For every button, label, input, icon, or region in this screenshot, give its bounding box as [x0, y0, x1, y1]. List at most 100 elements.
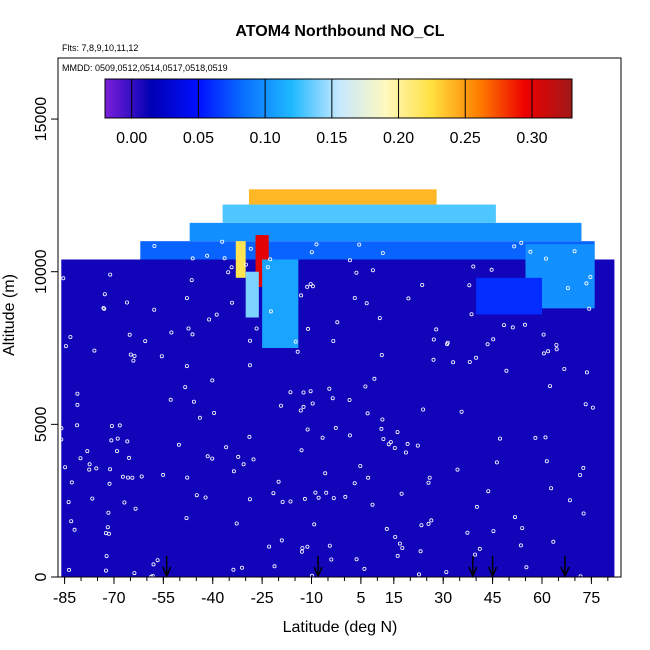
sample-point — [78, 456, 83, 461]
sample-point — [184, 516, 189, 521]
x-tick-label: -55 — [152, 590, 175, 607]
sample-point — [427, 475, 432, 480]
sample-point — [184, 364, 189, 369]
sample-point — [239, 565, 244, 570]
sample-point — [544, 256, 549, 261]
sample-point — [578, 574, 583, 579]
sample-point — [581, 511, 586, 516]
colorbar-tick-label: 0.25 — [450, 130, 481, 147]
sample-point — [320, 435, 325, 440]
x-tick-label: 30 — [434, 590, 452, 607]
sample-point — [185, 475, 190, 480]
sample-point — [544, 459, 549, 464]
sample-point — [415, 443, 420, 448]
x-tick-label: -70 — [102, 590, 125, 607]
sample-point — [279, 538, 284, 543]
sample-point — [485, 342, 490, 347]
heatmap-region-2 — [189, 222, 582, 242]
y-tick-label: 10000 — [33, 249, 50, 294]
x-tick-label: -25 — [251, 590, 274, 607]
sample-point — [305, 284, 310, 289]
sample-point — [444, 570, 449, 575]
sample-point — [388, 440, 393, 445]
sample-point — [455, 467, 460, 472]
y-axis-label: Altitude (m) — [1, 274, 18, 356]
sample-point — [474, 504, 479, 509]
heatmap-region-1 — [140, 241, 595, 260]
x-tick-label: -10 — [300, 590, 323, 607]
sample-point — [310, 401, 315, 406]
sample-point — [419, 523, 424, 528]
sample-point — [400, 546, 405, 551]
sample-point — [399, 491, 404, 496]
sample-point — [354, 557, 359, 562]
sample-point — [75, 423, 80, 428]
sample-point — [549, 486, 554, 491]
sample-point — [278, 403, 283, 408]
sample-point — [61, 276, 66, 281]
sample-point — [403, 450, 408, 455]
sample-point — [108, 467, 113, 472]
sample-point — [562, 366, 567, 371]
sample-point — [305, 326, 310, 331]
sample-point — [222, 256, 227, 261]
flight-marker-arrow — [161, 556, 172, 578]
sample-point — [588, 274, 593, 279]
sample-point — [431, 337, 436, 342]
sample-point — [186, 326, 191, 331]
sample-point — [578, 472, 583, 477]
sample-point — [189, 278, 194, 283]
sample-point — [333, 425, 338, 430]
sample-point — [69, 519, 74, 524]
sample-point — [343, 494, 348, 499]
sample-point — [365, 411, 370, 416]
x-tick-label: 60 — [533, 590, 551, 607]
sample-point — [224, 445, 229, 450]
sample-point — [243, 262, 248, 267]
sample-point — [214, 312, 219, 317]
sample-point — [305, 544, 310, 549]
sample-point — [59, 426, 64, 431]
sample-point — [416, 572, 421, 577]
sample-point — [299, 448, 304, 453]
sample-point — [541, 332, 546, 337]
sample-point — [331, 496, 336, 501]
sample-point — [63, 465, 68, 470]
sample-point — [347, 397, 352, 402]
sample-point — [310, 284, 315, 289]
heatmap-region-4 — [248, 189, 437, 205]
sample-point — [194, 493, 199, 498]
sample-point — [370, 268, 375, 273]
sample-point — [229, 265, 234, 270]
sample-point — [486, 489, 491, 494]
sample-point — [105, 525, 110, 530]
sample-point — [581, 465, 586, 470]
sample-point — [220, 239, 225, 244]
sample-point — [103, 531, 108, 536]
sample-point — [397, 541, 402, 546]
sample-point — [331, 338, 336, 343]
sample-point — [554, 342, 559, 347]
sample-point — [548, 384, 553, 389]
sample-point — [347, 258, 352, 263]
sample-point — [229, 300, 234, 305]
sample-point — [366, 475, 371, 480]
sample-point — [87, 462, 92, 467]
x-tick-label: -85 — [53, 590, 76, 607]
sample-point — [377, 316, 382, 321]
sample-point — [197, 415, 202, 420]
sample-point — [421, 407, 426, 412]
sample-point — [395, 553, 400, 558]
sample-point — [330, 396, 335, 401]
sample-point — [126, 475, 131, 480]
sample-point — [471, 264, 476, 269]
sample-point — [497, 436, 502, 441]
sample-point — [583, 402, 588, 407]
sample-point — [584, 281, 589, 286]
sample-point — [176, 442, 181, 447]
colorbar-gradient — [104, 78, 573, 119]
x-axis: -85 -70 -55 -40 -25 -10 5 15 30 45 60 75 — [53, 577, 609, 607]
sample-point — [268, 257, 273, 262]
sample-point — [314, 242, 319, 247]
sample-point — [451, 360, 456, 365]
